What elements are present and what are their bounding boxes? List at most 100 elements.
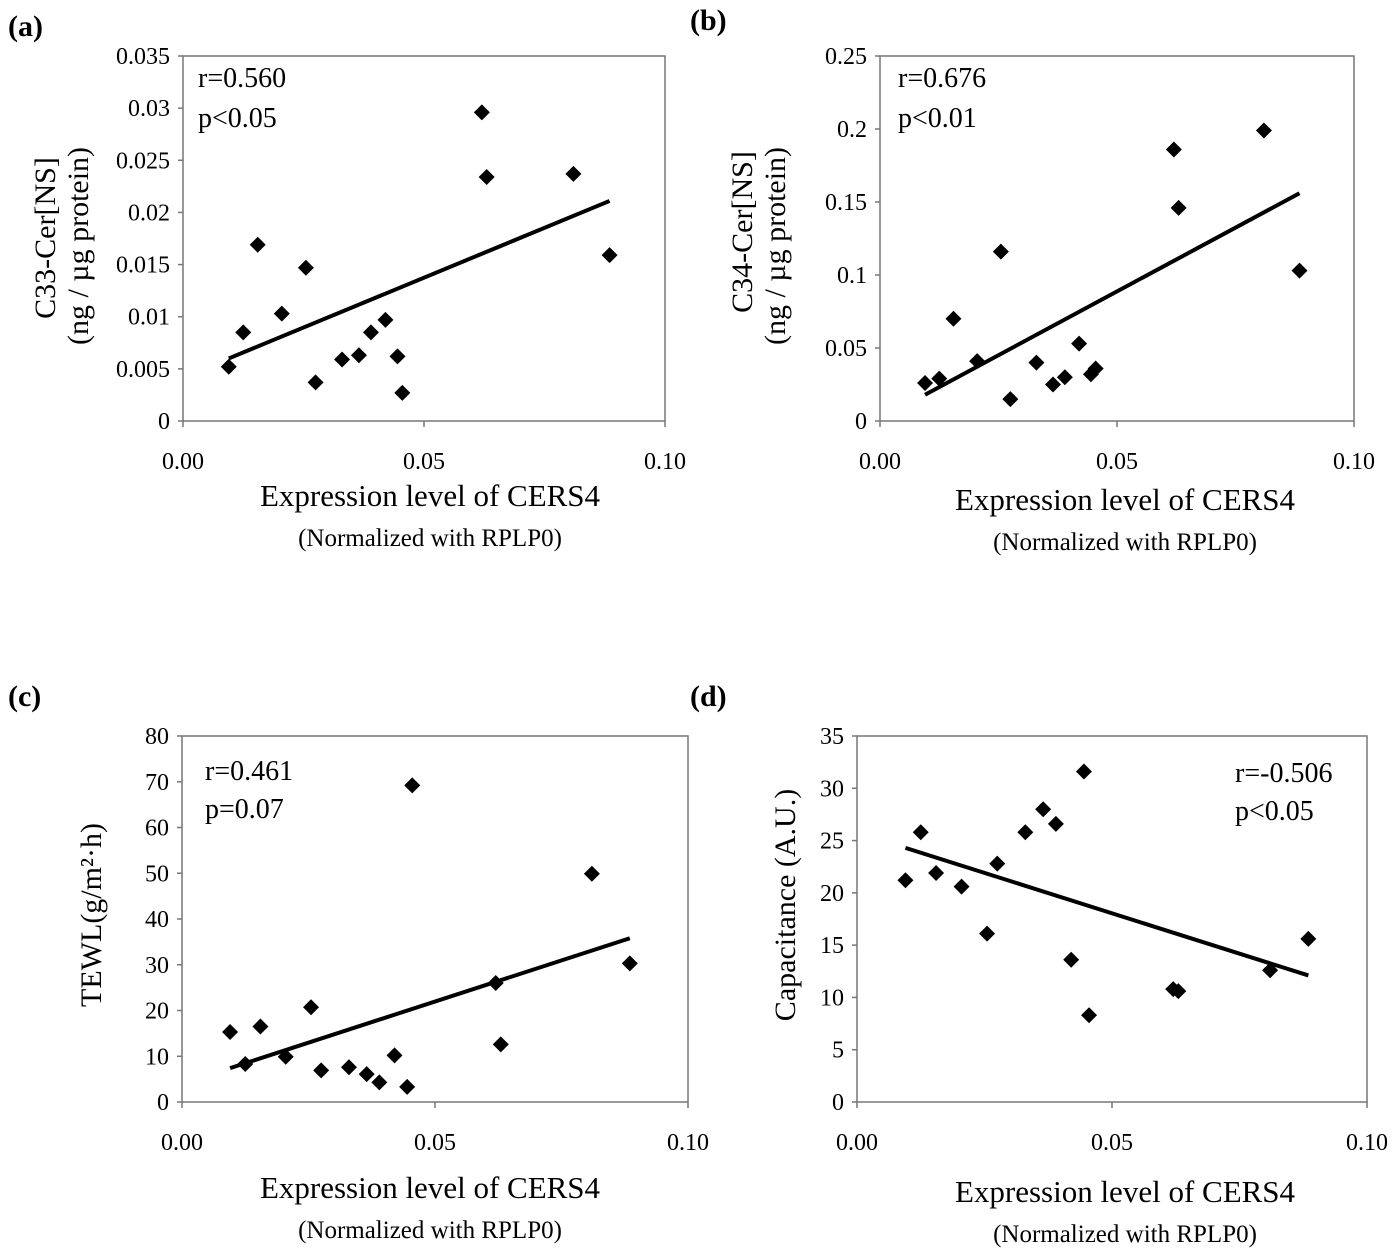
- data-point: [377, 311, 394, 328]
- data-point: [1056, 369, 1073, 386]
- y-tick-label: 5: [832, 1038, 844, 1064]
- y-tick-label: 60: [145, 816, 169, 842]
- data-point: [1045, 376, 1062, 393]
- data-point: [917, 375, 934, 392]
- data-point: [928, 864, 945, 881]
- panel-a-letter: (a): [8, 10, 43, 43]
- panel-c-trendline: [229, 936, 631, 1071]
- x-tick-label: 0.05: [414, 1130, 456, 1156]
- panel-b-y-ticks: 0 0.05 0.1 0.15 0.2 0.25: [825, 44, 880, 435]
- data-point: [1170, 983, 1187, 1000]
- y-tick-label: 20: [145, 999, 169, 1025]
- data-point: [583, 865, 600, 882]
- y-tick-label: 15: [820, 933, 844, 959]
- data-point: [992, 243, 1009, 260]
- data-point: [979, 925, 996, 942]
- y-tick-label: 35: [820, 724, 844, 750]
- panel-b-points: [917, 122, 1308, 408]
- data-point: [601, 247, 618, 264]
- data-point: [1081, 1007, 1098, 1024]
- data-point: [386, 1047, 403, 1064]
- panel-c-y-ticks: 0 10 20 30 40 50 60 70 80: [145, 724, 182, 1116]
- panel-c: (c) 0 10 20 30 40 50 60 70 80 0.00 0.05 0.10 r=0.4…: [8, 680, 709, 1244]
- panel-a-r-value: r=0.560: [198, 63, 286, 94]
- y-tick-label: 10: [145, 1044, 169, 1070]
- data-point: [313, 1062, 330, 1079]
- y-tick-label: 0: [158, 409, 170, 435]
- panel-d-trendline: [904, 845, 1309, 978]
- data-point: [621, 955, 638, 972]
- panel-a-y-label: C33-Cer[NS]: [29, 157, 62, 319]
- panel-a: (a) 0 0.005 0.01 0.015 0.02 0.025 0.03 0.035 0.…: [8, 10, 686, 552]
- data-point: [953, 878, 970, 895]
- x-tick-label: 0.00: [161, 1130, 203, 1156]
- x-tick-label: 0.05: [1096, 449, 1138, 475]
- x-tick-label: 0.05: [1091, 1130, 1133, 1156]
- panel-a-y-label-unit: (ng / µg protein): [62, 147, 95, 345]
- data-point: [989, 855, 1006, 872]
- y-tick-label: 50: [145, 861, 169, 887]
- panel-d-x-sublabel: (Normalized with RPLP0): [993, 1221, 1257, 1248]
- panel-d-plot-frame: [856, 735, 1368, 1103]
- y-tick-label: 0.05: [825, 336, 867, 362]
- panel-d-letter: (d): [690, 680, 727, 713]
- panel-a-x-sublabel: (Normalized with RPLP0): [298, 525, 562, 552]
- data-point: [220, 358, 237, 375]
- panel-c-p-value: p=0.07: [205, 794, 284, 825]
- y-tick-label: 0.1: [837, 263, 867, 289]
- x-tick-label: 0.10: [1346, 1130, 1388, 1156]
- y-tick-label: 30: [145, 953, 169, 979]
- panel-a-points: [220, 104, 618, 401]
- y-tick-label: 0.015: [116, 253, 170, 279]
- panel-c-x-ticks: 0.00 0.05 0.10: [161, 1102, 709, 1156]
- panel-b-p-value: p<0.01: [898, 103, 977, 134]
- panel-d-x-label: Expression level of CERS4: [955, 1174, 1296, 1209]
- panel-d-points: [897, 763, 1317, 1024]
- panel-a-p-value: p<0.05: [198, 103, 277, 134]
- data-point: [969, 353, 986, 370]
- y-tick-label: 0.2: [837, 117, 867, 143]
- data-point: [350, 347, 367, 364]
- data-point: [487, 975, 504, 992]
- y-tick-label: 0.15: [825, 190, 867, 216]
- data-point: [249, 236, 266, 253]
- data-point: [404, 777, 421, 794]
- data-point: [303, 999, 320, 1016]
- x-tick-label: 0.10: [1333, 449, 1375, 475]
- panel-b-letter: (b): [690, 4, 727, 37]
- data-point: [307, 374, 324, 391]
- data-point: [473, 104, 490, 121]
- data-point: [1291, 262, 1308, 279]
- panel-b-x-ticks: 0.00 0.05 0.10: [859, 421, 1375, 475]
- data-point: [565, 165, 582, 182]
- data-point: [1087, 360, 1104, 377]
- data-point: [1165, 141, 1182, 158]
- panel-b-y-label: C34-Cer[NS]: [726, 151, 759, 313]
- data-point: [399, 1078, 416, 1095]
- x-tick-label: 0.05: [403, 449, 445, 475]
- data-point: [222, 1024, 239, 1041]
- x-tick-label: 0.10: [644, 449, 686, 475]
- panel-a-trendline: [228, 199, 611, 361]
- data-point: [362, 324, 379, 341]
- y-tick-label: 0.25: [825, 44, 867, 70]
- data-point: [1170, 199, 1187, 216]
- data-point: [389, 348, 406, 365]
- data-point: [340, 1059, 357, 1076]
- data-point: [1300, 930, 1317, 947]
- data-point: [1262, 962, 1279, 979]
- data-point: [1075, 763, 1092, 780]
- data-point: [334, 351, 351, 368]
- y-tick-label: 10: [820, 985, 844, 1011]
- panel-b-x-label: Expression level of CERS4: [955, 482, 1296, 517]
- data-point: [1063, 951, 1080, 968]
- y-tick-label: 0.01: [128, 305, 170, 331]
- panel-c-plot-frame: [181, 735, 689, 1103]
- data-point: [394, 384, 411, 401]
- y-tick-label: 0: [832, 1090, 844, 1116]
- data-point: [371, 1074, 388, 1091]
- data-point: [1017, 824, 1034, 841]
- data-point: [931, 370, 948, 387]
- panel-d: (d) 0 5 10 15 20 25 30 35 0.00 0.05 0.10 r=-0.506…: [690, 680, 1388, 1248]
